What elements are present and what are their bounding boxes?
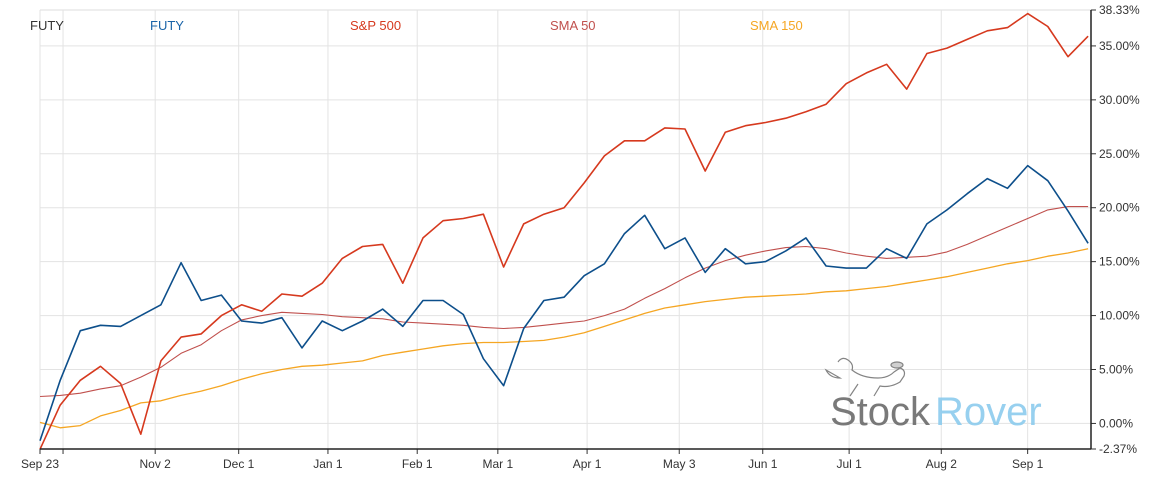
y-tick-label: 38.33% — [1099, 3, 1140, 17]
series-lines — [39, 12, 1089, 450]
axes: 38.33% 35.00% 30.00% 25.00% 20.00% 15.00% 10.0… — [21, 3, 1140, 471]
x-tick-label: Nov 2 — [139, 457, 171, 471]
grid — [39, 9, 1091, 449]
legend-item-sma150[interactable]: SMA 150 — [750, 18, 803, 33]
dog-icon — [824, 357, 906, 397]
series-line-futy — [39, 164, 1089, 441]
series-line-sma-50 — [39, 206, 1089, 398]
y-tick-label: 30.00% — [1099, 93, 1140, 107]
legend-item-sp500[interactable]: S&P 500 — [350, 18, 401, 33]
x-tick-label: Aug 2 — [926, 457, 958, 471]
x-tick-label: Jul 1 — [836, 457, 862, 471]
x-tick-label: Feb 1 — [402, 457, 433, 471]
stockrover-logo: Stock Rover — [824, 357, 1042, 434]
series-line-sma-150 — [39, 248, 1089, 429]
y-tick-label: 5.00% — [1099, 363, 1133, 377]
legend-item-sma50[interactable]: SMA 50 — [550, 18, 596, 33]
x-tick-label: Sep 1 — [1012, 457, 1044, 471]
x-tick-label: Mar 1 — [482, 457, 513, 471]
legend: FUTY FUTY S&P 500 SMA 50 SMA 150 — [30, 18, 803, 33]
legend-item-futy[interactable]: FUTY — [150, 18, 184, 33]
y-tick-label: 35.00% — [1099, 39, 1140, 53]
y-tick-label: 0.00% — [1099, 416, 1133, 430]
logo-text-stock: Stock — [830, 390, 931, 434]
y-tick-label: 25.00% — [1099, 147, 1140, 161]
x-tick-label: Jan 1 — [313, 457, 343, 471]
y-tick-label: 20.00% — [1099, 201, 1140, 215]
x-tick-label: May 3 — [663, 457, 696, 471]
series-line-s-p-500 — [39, 12, 1089, 450]
logo-text-rover: Rover — [935, 390, 1042, 434]
legend-title: FUTY — [30, 18, 64, 33]
y-tick-label: 10.00% — [1099, 309, 1140, 323]
y-tick-label: 15.00% — [1099, 255, 1140, 269]
x-tick-label: Jun 1 — [748, 457, 778, 471]
y-tick-label: -2.37% — [1099, 442, 1137, 456]
x-tick-label: Sep 23 — [21, 457, 59, 471]
x-tick-label: Apr 1 — [573, 457, 602, 471]
x-tick-label: Dec 1 — [223, 457, 255, 471]
